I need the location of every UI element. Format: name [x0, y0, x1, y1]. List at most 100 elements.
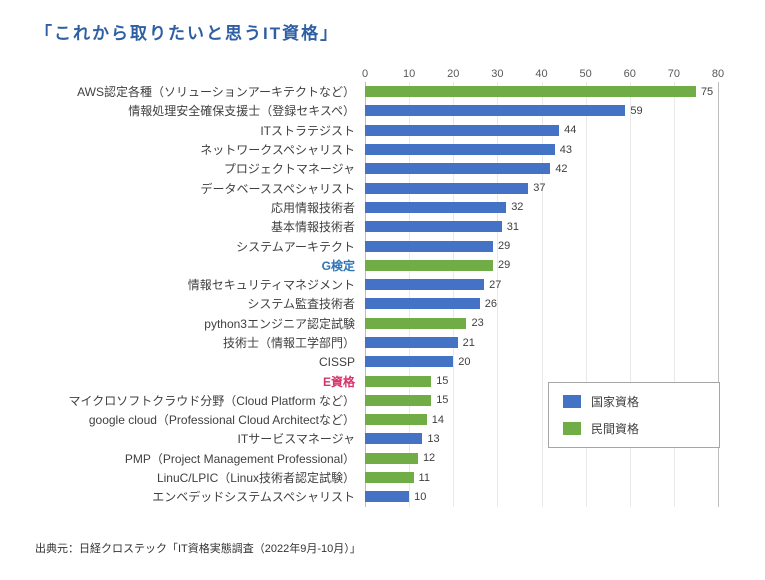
- category-label: 応用情報技術者: [270, 200, 355, 215]
- category-label: 情報セキュリティマネジメント: [187, 278, 355, 293]
- category-label: E資格: [322, 374, 355, 389]
- axis-tick-label: 60: [623, 68, 636, 80]
- category-label: AWS認定各種（ソリューションアーキテクトなど）: [77, 85, 355, 100]
- chart-row: python3エンジニア認定試験 23: [35, 314, 718, 333]
- axis-spacer: [35, 62, 365, 82]
- chart-row: ネットワークスペシャリスト 43: [35, 140, 718, 159]
- bar: [365, 337, 458, 348]
- chart-row: LinuC/LPIC（Linux技術者認定試験） 11: [35, 468, 718, 487]
- chart-row: システムアーキテクト 29: [35, 236, 718, 255]
- axis-tick-label: 0: [361, 68, 369, 80]
- plot-cell: 75: [365, 82, 718, 101]
- value-label: 11: [418, 471, 430, 484]
- bar: [365, 124, 560, 136]
- chart-row: G検定 29: [35, 256, 718, 275]
- plot-cell: 59: [365, 101, 718, 120]
- plot-cell: 37: [365, 178, 718, 197]
- chart-row: 情報処理安全確保支援士（登録セキスペ） 59: [35, 101, 718, 120]
- chart-row: ITストラテジスト 44: [35, 121, 718, 140]
- value-label: 44: [564, 124, 577, 137]
- bar: [365, 414, 427, 426]
- legend-item: 民間資格: [563, 420, 705, 437]
- bar: [365, 452, 418, 464]
- legend-label: 国家資格: [591, 395, 640, 409]
- chart-row: 情報セキュリティマネジメント 27: [35, 275, 718, 294]
- chart-row: 技術士（情報工学部門） 21: [35, 333, 718, 352]
- category-label: 技術士（情報工学部門）: [222, 336, 355, 350]
- gridline: [585, 82, 587, 507]
- x-axis-row: 0 10 20 30 40 50 60 70 80: [35, 62, 765, 82]
- value-label: 37: [533, 182, 546, 195]
- category-label: ネットワークスペシャリスト: [200, 143, 355, 158]
- legend-label: 民間資格: [591, 422, 640, 436]
- gridline: [453, 82, 455, 507]
- plot-cell: 44: [365, 121, 718, 140]
- value-label: 20: [458, 355, 471, 368]
- gridline: [497, 82, 499, 507]
- gridline: [409, 82, 411, 507]
- bar: [365, 259, 493, 271]
- value-label: 14: [431, 413, 445, 426]
- chart-row: マイクロソフトクラウド分野（Cloud Platform など） 15: [35, 391, 718, 410]
- chart-row: E資格 15: [35, 371, 718, 390]
- gridline: [629, 82, 631, 507]
- plot-cell: 27: [365, 275, 718, 294]
- bar: [365, 298, 480, 310]
- plot-cell: 21: [365, 333, 718, 352]
- chart-title: 「これから取りたいと思うIT資格」: [35, 24, 340, 43]
- chart-row: CISSP 20: [35, 352, 718, 371]
- value-label: 10: [414, 490, 427, 503]
- category-label: 情報処理安全確保支援士（登録セキスペ）: [128, 104, 355, 119]
- axis-tick-label: 80: [711, 68, 725, 80]
- value-label: 15: [436, 394, 449, 407]
- value-label: 21: [462, 336, 475, 349]
- plot-cell: 42: [365, 159, 718, 178]
- axis-tick-label: 30: [491, 68, 504, 80]
- category-label: プロジェクトマネージャ: [223, 162, 355, 177]
- category-label: マイクロソフトクラウド分野（Cloud Platform など）: [68, 393, 355, 408]
- x-axis: 0 10 20 30 40 50 60 70 80: [361, 62, 724, 82]
- bar: [365, 144, 555, 156]
- bar: [365, 433, 423, 445]
- chart-row: ITサービスマネージャ 13: [35, 429, 718, 448]
- category-label: CISSP: [318, 354, 355, 369]
- category-label: ITストラテジスト: [260, 123, 355, 138]
- value-label: 75: [700, 85, 714, 98]
- plot-cell: 29: [365, 236, 718, 255]
- chart-row: エンベデッドシステムスペシャリスト 10: [35, 487, 718, 506]
- plot-cell: 15: [365, 371, 718, 390]
- plot-cell: 20: [365, 352, 718, 371]
- plot-cell: 43: [365, 140, 718, 159]
- category-label: システム監査技術者: [247, 297, 355, 312]
- bar: [365, 491, 410, 503]
- category-label: google cloud（Professional Cloud Architec…: [88, 413, 355, 428]
- plot-cell: 12: [365, 449, 718, 468]
- bar: [365, 240, 493, 252]
- chart-body: AWS認定各種（ソリューションアーキテクトなど） 75 情報処理安全確保支援士（登録…: [35, 82, 720, 507]
- value-label: 13: [427, 432, 440, 445]
- axis-tick-label: 50: [579, 68, 592, 80]
- axis-tick-label: 10: [403, 68, 416, 80]
- bar: [365, 279, 485, 291]
- category-label: ITサービスマネージャ: [237, 432, 355, 447]
- value-label: 27: [489, 278, 502, 291]
- chart-row: google cloud（Professional Cloud Architec…: [35, 410, 718, 429]
- value-label: 26: [484, 297, 497, 310]
- bar: [365, 356, 454, 368]
- plot-cell: 26: [365, 294, 718, 313]
- value-label: 29: [497, 240, 511, 253]
- gridline: [541, 82, 543, 507]
- value-label: 42: [555, 162, 568, 175]
- plot-cell: 11: [365, 468, 718, 487]
- category-label: システムアーキテクト: [236, 239, 355, 254]
- bar: [365, 182, 529, 194]
- category-label: LinuC/LPIC（Linux技術者認定試験）: [156, 471, 355, 486]
- chart-row: プロジェクトマネージャ 42: [35, 159, 718, 178]
- value-label: 59: [630, 104, 643, 117]
- category-label: PMP（Project Management Professional）: [124, 451, 355, 466]
- value-label: 43: [559, 143, 572, 156]
- axis-tick-label: 70: [667, 68, 680, 80]
- category-label: エンベデッドシステムスペシャリスト: [152, 490, 355, 505]
- plot-cell: 14: [365, 410, 718, 429]
